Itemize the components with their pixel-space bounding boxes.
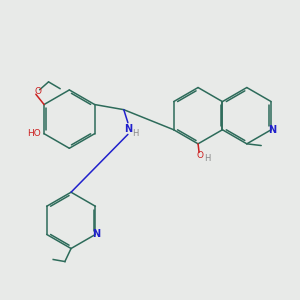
Text: O: O <box>35 87 42 96</box>
Text: O: O <box>196 151 203 160</box>
Text: N: N <box>92 229 100 239</box>
Text: N: N <box>268 125 277 135</box>
Text: HO: HO <box>28 129 41 138</box>
Text: H: H <box>205 154 211 163</box>
Text: N: N <box>124 124 132 134</box>
Text: H: H <box>132 129 139 138</box>
